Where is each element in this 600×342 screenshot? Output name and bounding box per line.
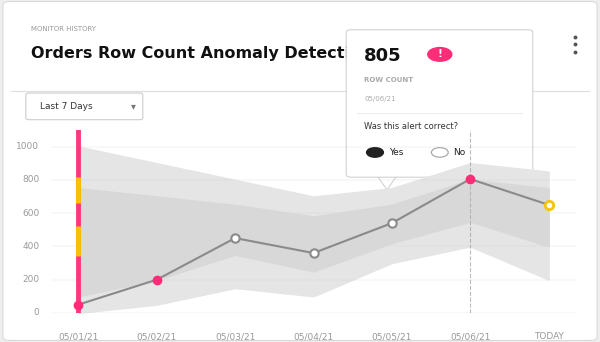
Text: Last 7 Days: Last 7 Days xyxy=(40,102,93,110)
Text: 05/05/21: 05/05/21 xyxy=(371,332,412,341)
Text: No: No xyxy=(453,148,465,157)
Text: Yes: Yes xyxy=(389,148,403,157)
Text: 400: 400 xyxy=(22,242,39,251)
Text: 0: 0 xyxy=(34,308,39,317)
Text: MONITOR HISTORY: MONITOR HISTORY xyxy=(31,26,96,32)
Text: TODAY: TODAY xyxy=(533,332,563,341)
Text: 05/02/21: 05/02/21 xyxy=(137,332,177,341)
Text: 05/06/21: 05/06/21 xyxy=(450,332,490,341)
FancyBboxPatch shape xyxy=(346,30,533,177)
Text: 05/04/21: 05/04/21 xyxy=(293,332,334,341)
Circle shape xyxy=(431,148,448,157)
Text: ▾: ▾ xyxy=(131,101,136,111)
Text: 800: 800 xyxy=(22,175,39,184)
Text: 05/01/21: 05/01/21 xyxy=(58,332,98,341)
Text: Orders Row Count Anomaly Detection: Orders Row Count Anomaly Detection xyxy=(31,45,373,61)
Text: 05/06/21: 05/06/21 xyxy=(364,96,396,102)
Text: 1000: 1000 xyxy=(16,142,39,151)
Text: 805: 805 xyxy=(364,47,402,65)
Text: 600: 600 xyxy=(22,209,39,218)
Text: !: ! xyxy=(437,49,442,60)
Circle shape xyxy=(428,48,452,61)
FancyBboxPatch shape xyxy=(3,2,597,340)
FancyBboxPatch shape xyxy=(26,93,143,120)
Text: Was this alert correct?: Was this alert correct? xyxy=(364,122,458,131)
Text: 05/03/21: 05/03/21 xyxy=(215,332,256,341)
Text: ROW COUNT: ROW COUNT xyxy=(364,77,413,83)
Polygon shape xyxy=(376,174,398,190)
Circle shape xyxy=(367,148,383,157)
Text: 200: 200 xyxy=(22,275,39,284)
